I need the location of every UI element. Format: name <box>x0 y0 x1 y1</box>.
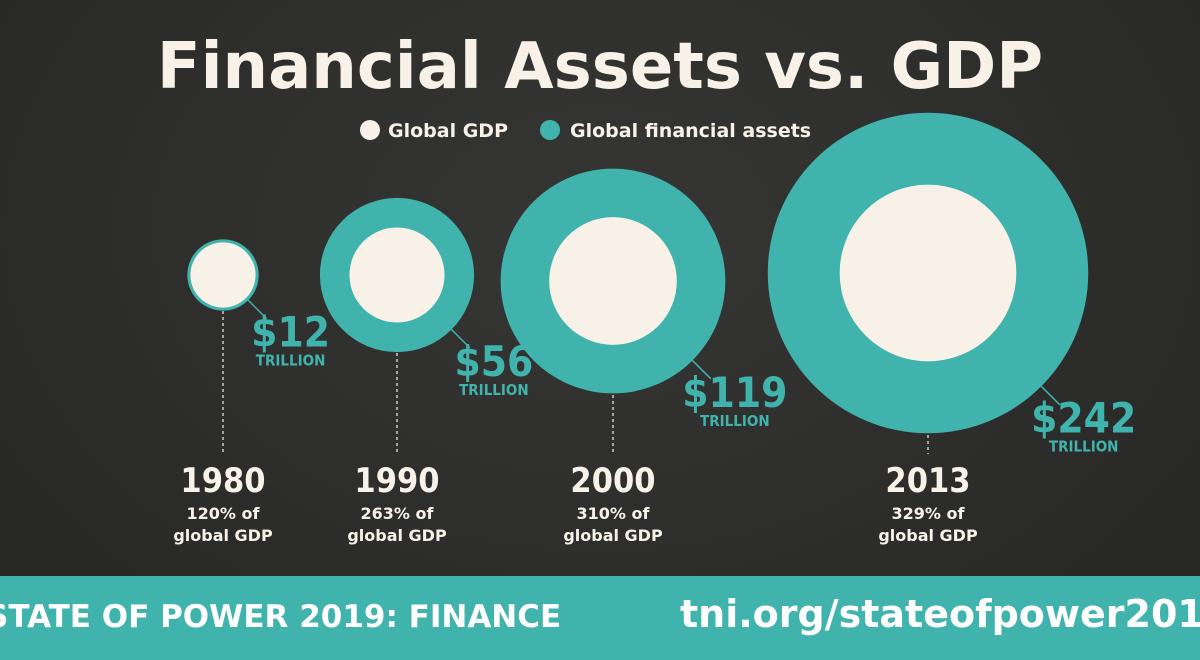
leader-line-2000 <box>691 359 712 380</box>
gdp-circle-2013 <box>839 184 1017 362</box>
gdp-circle-1980 <box>190 242 256 308</box>
ratio-line2-2000: global GDP <box>563 526 663 545</box>
unit-label-2013: TRILLION <box>1049 438 1119 456</box>
ratio-line2-2013: global GDP <box>878 526 978 545</box>
unit-label-1990: TRILLION <box>459 381 529 399</box>
ratio-line2-1980: global GDP <box>173 526 273 545</box>
year-label-1990: 1990 <box>354 461 439 501</box>
year-label-2013: 2013 <box>885 461 970 501</box>
legend: Global GDP Global financial assets <box>360 120 811 142</box>
unit-label-1980: TRILLION <box>256 352 326 370</box>
year-label-2000: 2000 <box>570 461 655 501</box>
ratio-line1-1980: 120% of <box>187 504 261 523</box>
ratio-line1-1990: 263% of <box>361 504 435 523</box>
year-label-1980: 1980 <box>180 461 265 501</box>
unit-label-2000: TRILLION <box>700 412 770 430</box>
chart-title: Financial Assets vs. GDP <box>157 30 1043 104</box>
value-label-1980: $12 <box>251 308 330 357</box>
ratio-line1-2013: 329% of <box>892 504 966 523</box>
footer-report-title: STATE OF POWER 2019: FINANCE <box>0 599 562 635</box>
ratio-line2-1990: global GDP <box>347 526 447 545</box>
leader-line-2013 <box>1040 385 1061 406</box>
gdp-circle-1990 <box>349 227 445 323</box>
footer-url-link[interactable]: tni.org/stateofpower2019 <box>680 592 1200 636</box>
legend-gdp-swatch <box>360 120 380 140</box>
gdp-circle-2000 <box>549 217 677 345</box>
leader-line-1990 <box>450 328 471 349</box>
legend-assets-label: Global financial assets <box>570 120 811 142</box>
footer-bar: STATE OF POWER 2019: FINANCE tni.org/sta… <box>0 576 1200 660</box>
leader-line-1980 <box>247 299 268 320</box>
legend-assets-swatch <box>540 120 560 140</box>
ratio-line1-2000: 310% of <box>577 504 651 523</box>
value-label-2013: $242 <box>1031 394 1136 443</box>
legend-gdp-label: Global GDP <box>388 120 508 142</box>
value-label-1990: $56 <box>454 337 533 386</box>
value-label-2000: $119 <box>682 368 787 417</box>
